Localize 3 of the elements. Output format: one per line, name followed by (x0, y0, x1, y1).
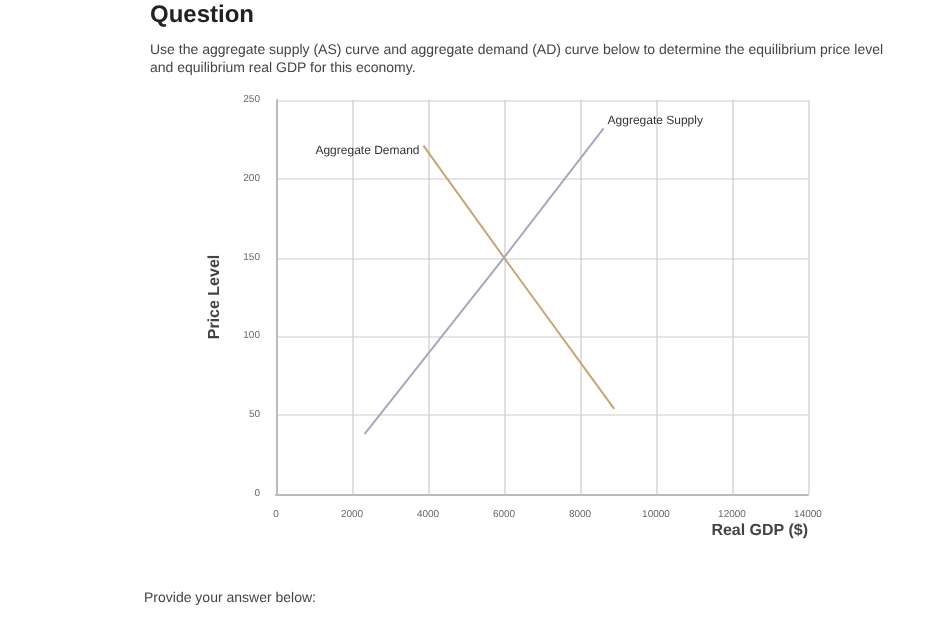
y-axis-title: Price Level (204, 254, 223, 340)
chart-title: Question (150, 0, 255, 28)
x-axis-title: Real GDP ($) (711, 521, 809, 539)
